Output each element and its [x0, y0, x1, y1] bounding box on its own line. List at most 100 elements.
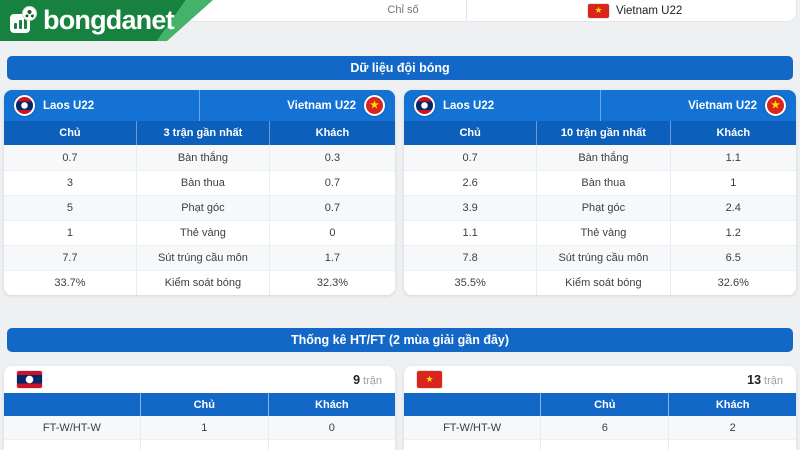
htft-head-row: ★ 13 trận — [404, 366, 796, 393]
star-icon: ★ — [370, 99, 379, 111]
away-value: 1.1 — [725, 151, 741, 164]
col-empty — [4, 393, 141, 416]
home-value: 5 — [4, 196, 137, 220]
tab-chi-so[interactable]: Chỉ số — [387, 4, 419, 16]
stat-row: 1 Thẻ vàng 0 — [4, 220, 395, 245]
home-value: 2.6 — [404, 171, 538, 195]
stat-label: Bàn thua — [137, 171, 270, 195]
section-title-htft: Thống kê HT/FT (2 mùa giải gần đây) — [7, 328, 793, 352]
col-home: Chủ — [141, 393, 269, 416]
stat-label: Thẻ vàng — [137, 221, 270, 245]
away-value: 2.4 — [725, 202, 741, 214]
stat-label: Phạt góc — [137, 196, 270, 220]
vietnam-flag-icon: ★ — [364, 95, 385, 116]
stat-label: Kiểm soát bóng — [137, 271, 270, 295]
vietnam-flag-icon: ★ — [765, 95, 786, 116]
home-team-header[interactable]: Laos U22 — [404, 90, 601, 121]
laos-flag-icon — [414, 95, 435, 116]
col-home: Chủ — [4, 121, 137, 145]
home-team-name: Laos U22 — [43, 99, 95, 112]
matches-count: 9 trận — [353, 373, 382, 387]
stat-row: 3 Bàn thua 0.7 — [4, 170, 395, 195]
column-header-row: Chủ Khách — [4, 393, 395, 416]
col-period: 10 trận gần nhất — [537, 121, 671, 145]
tab-team-vietnam[interactable]: ★ Vietnam U22 — [588, 0, 682, 21]
stats-table-body: 0.7 Bàn thắng 0.3 3 Bàn thua 0.7 5 Phạt … — [4, 145, 395, 295]
htft-table-body: FT-W/HT-W 6 2 — [404, 416, 796, 439]
matches-count: 13 trận — [747, 373, 783, 387]
home-value: 1 — [141, 416, 269, 439]
table-row-partial — [404, 439, 796, 450]
stats-table-body: 0.7 Bàn thắng 1.1 2.6 Bàn thua 1 3.9 Phạ… — [404, 145, 796, 295]
football-icon — [23, 7, 36, 20]
htft-head-row: 9 trận — [4, 366, 395, 393]
stat-label: Thẻ vàng — [537, 221, 671, 245]
home-value: 33.7% — [4, 271, 137, 295]
htft-table-body: FT-W/HT-W 1 0 — [4, 416, 395, 439]
stat-row: 3.9 Phạt góc 2.4 — [404, 195, 796, 220]
laos-flag-icon — [17, 371, 42, 388]
home-value: 3 — [4, 171, 137, 195]
away-value: 1.7 — [324, 252, 341, 264]
away-team-header[interactable]: Vietnam U22 ★ — [200, 90, 395, 121]
section-title-team-data: Dữ liệu đội bóng — [7, 56, 793, 80]
htft-table-laos: 9 trận Chủ Khách FT-W/HT-W 1 0 — [4, 366, 395, 450]
home-value: 0.7 — [4, 145, 137, 170]
stat-label: Bàn thắng — [537, 145, 671, 170]
divider — [466, 0, 467, 21]
stats-table-10-matches: Laos U22 Vietnam U22 ★ Chủ 10 trận gần n… — [404, 90, 796, 295]
col-home: Chủ — [404, 121, 538, 145]
stat-row: 0.7 Bàn thắng 1.1 — [404, 145, 796, 170]
laos-flag-icon — [14, 95, 35, 116]
star-icon: ★ — [425, 374, 434, 384]
stat-row: 1.1 Thẻ vàng 1.2 — [404, 220, 796, 245]
stat-label: Sút trúng cầu môn — [137, 246, 270, 270]
htft-table-vietnam: ★ 13 trận Chủ Khách FT-W/HT-W 6 2 — [404, 366, 796, 450]
stats-table-3-matches: Laos U22 Vietnam U22 ★ Chủ 3 trận gần nh… — [4, 90, 395, 295]
away-value: 1 — [730, 177, 737, 189]
stat-row: 7.8 Sút trúng cầu môn 6.5 — [404, 245, 796, 270]
away-team-name: Vietnam U22 — [287, 99, 356, 112]
away-value: 1.2 — [725, 227, 741, 239]
logo[interactable]: bongdanet — [0, 0, 220, 41]
home-team-header[interactable]: Laos U22 — [4, 90, 200, 121]
col-away: Khách — [716, 127, 751, 139]
home-value: 3.9 — [404, 196, 538, 220]
stat-row: 35.5% Kiểm soát bóng 32.6% — [404, 270, 796, 295]
home-value: 35.5% — [404, 271, 538, 295]
away-team-name: Vietnam U22 — [688, 99, 757, 112]
vietnam-flag-icon: ★ — [417, 371, 442, 388]
chart-ball-icon — [10, 7, 37, 34]
col-empty — [404, 393, 542, 416]
logo-background — [0, 0, 186, 41]
htft-row: FT-W/HT-W 6 2 — [404, 416, 796, 439]
star-icon: ★ — [594, 5, 603, 15]
matches-number: 9 — [353, 372, 361, 387]
col-period: 3 trận gần nhất — [137, 121, 270, 145]
col-away: Khách — [315, 127, 350, 139]
stat-row: 7.7 Sút trúng cầu môn 1.7 — [4, 245, 395, 270]
table-row-partial — [4, 439, 395, 450]
away-value: 0 — [328, 421, 335, 434]
stat-row: 5 Phạt góc 0.7 — [4, 195, 395, 220]
stat-row: 2.6 Bàn thua 1 — [404, 170, 796, 195]
away-value: 0.7 — [324, 177, 341, 189]
away-value: 32.3% — [316, 277, 349, 289]
home-value: 1 — [4, 221, 137, 245]
away-value: 6.5 — [725, 252, 741, 264]
star-icon: ★ — [771, 99, 780, 111]
stat-label: Bàn thua — [537, 171, 671, 195]
team-header-row: Laos U22 Vietnam U22 ★ — [4, 90, 395, 121]
away-team-header[interactable]: Vietnam U22 ★ — [601, 90, 797, 121]
home-value: 7.7 — [4, 246, 137, 270]
col-away: Khách — [315, 398, 349, 411]
col-home: Chủ — [541, 393, 670, 416]
away-value: 0 — [329, 227, 336, 239]
away-value: 2 — [729, 421, 736, 434]
matches-unit: trận — [764, 374, 783, 387]
team-name: Vietnam U22 — [616, 4, 683, 17]
home-value: 0.7 — [404, 145, 538, 170]
team-header-row: Laos U22 Vietnam U22 ★ — [404, 90, 796, 121]
stat-label: Bàn thắng — [137, 145, 270, 170]
